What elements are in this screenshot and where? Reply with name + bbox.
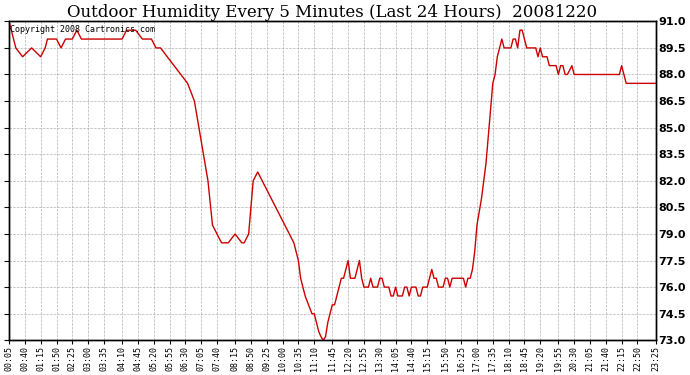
Text: Copyright 2008 Cartronics.com: Copyright 2008 Cartronics.com: [10, 24, 155, 33]
Title: Outdoor Humidity Every 5 Minutes (Last 24 Hours)  20081220: Outdoor Humidity Every 5 Minutes (Last 2…: [67, 4, 598, 21]
